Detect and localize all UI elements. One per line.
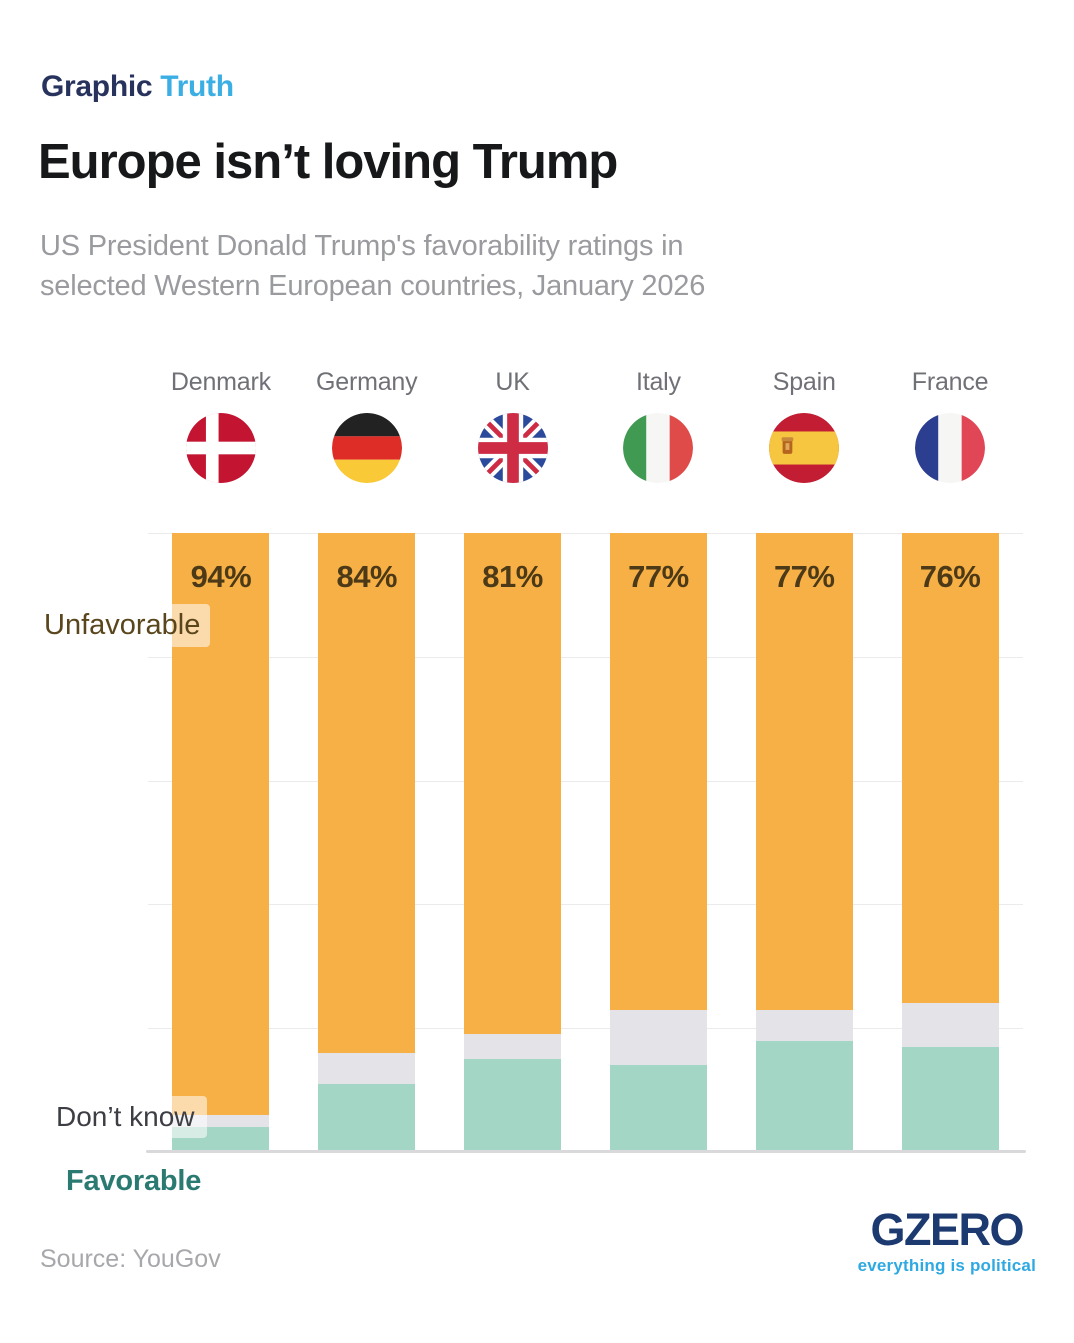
gridline-80pct [148,656,1023,658]
bar-column-uk: 81% [440,533,586,1152]
bar-columns: 94% 84% 81% 77% 77% 76% [148,533,1023,1152]
bar-segment-don-t-know [901,1003,999,1047]
bar-column-italy: 77% [585,533,731,1152]
bar-segment-don-t-know [464,1034,562,1060]
bar-segment-unfavorable [609,533,707,1010]
bar-column-france: 76% [877,533,1023,1152]
germany-flag-icon [331,413,402,483]
bar-segment-favorable [464,1059,562,1152]
country-label-spain: Spain [772,368,836,396]
column-header-france: France [877,368,1023,508]
bar-segment-unfavorable [755,533,853,1010]
uk-flag-icon [477,413,548,483]
page-title: Europe isn’t loving Trump [38,135,618,189]
france-flag-icon [915,413,986,483]
bar-segment-unfavorable [464,533,562,1035]
bar-value-label-italy: 77% [628,559,689,594]
bar-segment-favorable [755,1040,853,1152]
gridline-40pct [148,904,1023,906]
bar-segment-don-t-know [755,1009,853,1041]
stacked-bar-uk: 81% [464,533,562,1152]
gzero-logo: GZERO everything is political [858,1206,1036,1276]
gzero-logo-text: GZERO [870,1204,1025,1255]
gzero-logo-tagline: everything is political [857,1256,1036,1275]
kicker: Graphic Truth [41,70,234,104]
bar-segment-favorable [901,1046,999,1152]
bar-column-spain: 77% [731,533,877,1152]
bar-value-label-france: 76% [919,559,981,594]
kicker-accent: Truth [160,70,234,103]
country-header-row: Denmark Germany UK Italy Spain France [148,368,1023,508]
bar-value-label-germany: 84% [336,559,397,594]
bar-segment-don-t-know [318,1052,416,1084]
stacked-bar-germany: 84% [318,533,416,1152]
bar-value-label-uk: 81% [482,559,543,594]
gridline-20pct [148,1028,1023,1030]
country-label-denmark: Denmark [170,368,271,396]
series-label-dont-know: Don’t know [44,1096,207,1138]
denmark-flag-icon [185,413,256,483]
column-header-uk: UK [440,368,586,508]
stacked-bar-chart: 94% 84% 81% 77% 77% 76% [146,533,1026,1153]
bar-value-label-denmark: 94% [190,559,252,594]
column-header-italy: Italy [585,368,731,508]
country-label-germany: Germany [316,368,418,396]
column-header-germany: Germany [294,368,440,508]
gridline-100pct [148,533,1023,534]
x-axis-baseline [146,1150,1026,1153]
bar-segment-favorable [318,1083,416,1152]
stacked-bar-spain: 77% [755,533,853,1152]
series-label-unfavorable: Unfavorable [34,604,211,647]
gridline-60pct [148,780,1023,782]
spain-flag-icon [769,413,840,483]
bar-segment-don-t-know [609,1009,707,1066]
country-label-uk: UK [495,368,530,396]
column-header-denmark: Denmark [148,368,294,508]
bar-segment-favorable [609,1065,707,1152]
subtitle: US President Donald Trump's favorability… [40,226,705,306]
kicker-primary: Graphic [41,70,153,103]
bar-column-germany: 84% [294,533,440,1152]
subtitle-line-1: US President Donald Trump's favorability… [40,230,684,262]
country-label-france: France [911,368,989,396]
source-credit: Source: YouGov [40,1245,221,1273]
series-label-favorable: Favorable [56,1160,212,1203]
stacked-bar-italy: 77% [609,533,707,1152]
bar-value-label-spain: 77% [773,559,835,594]
bar-segment-unfavorable [318,533,416,1053]
italy-flag-icon [623,413,694,483]
subtitle-line-2: selected Western European countries, Jan… [40,270,706,302]
column-header-spain: Spain [731,368,877,508]
bar-segment-unfavorable [901,533,999,1004]
stacked-bar-france: 76% [901,533,999,1152]
country-label-italy: Italy [635,368,681,396]
